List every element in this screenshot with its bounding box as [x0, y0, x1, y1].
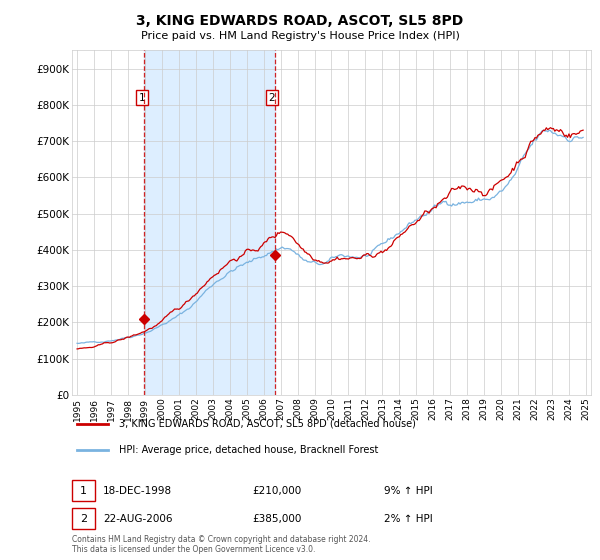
Bar: [144, 50, 275, 395]
Text: 3, KING EDWARDS ROAD, ASCOT, SL5 8PD (detached house): 3, KING EDWARDS ROAD, ASCOT, SL5 8PD (de…: [119, 419, 416, 429]
Text: 22-AUG-2006: 22-AUG-2006: [103, 514, 173, 524]
Text: 18-DEC-1998: 18-DEC-1998: [103, 486, 172, 496]
Text: Contains HM Land Registry data © Crown copyright and database right 2024.
This d: Contains HM Land Registry data © Crown c…: [72, 535, 371, 554]
Text: 9% ↑ HPI: 9% ↑ HPI: [384, 486, 433, 496]
Text: £385,000: £385,000: [252, 514, 301, 524]
Text: 1: 1: [139, 92, 145, 102]
Text: 2% ↑ HPI: 2% ↑ HPI: [384, 514, 433, 524]
Text: 1: 1: [80, 486, 87, 496]
Text: 2: 2: [80, 514, 87, 524]
Text: 3, KING EDWARDS ROAD, ASCOT, SL5 8PD: 3, KING EDWARDS ROAD, ASCOT, SL5 8PD: [136, 14, 464, 28]
Text: HPI: Average price, detached house, Bracknell Forest: HPI: Average price, detached house, Brac…: [119, 445, 378, 455]
Text: £210,000: £210,000: [252, 486, 301, 496]
Text: 2: 2: [269, 92, 275, 102]
Text: Price paid vs. HM Land Registry's House Price Index (HPI): Price paid vs. HM Land Registry's House …: [140, 31, 460, 41]
